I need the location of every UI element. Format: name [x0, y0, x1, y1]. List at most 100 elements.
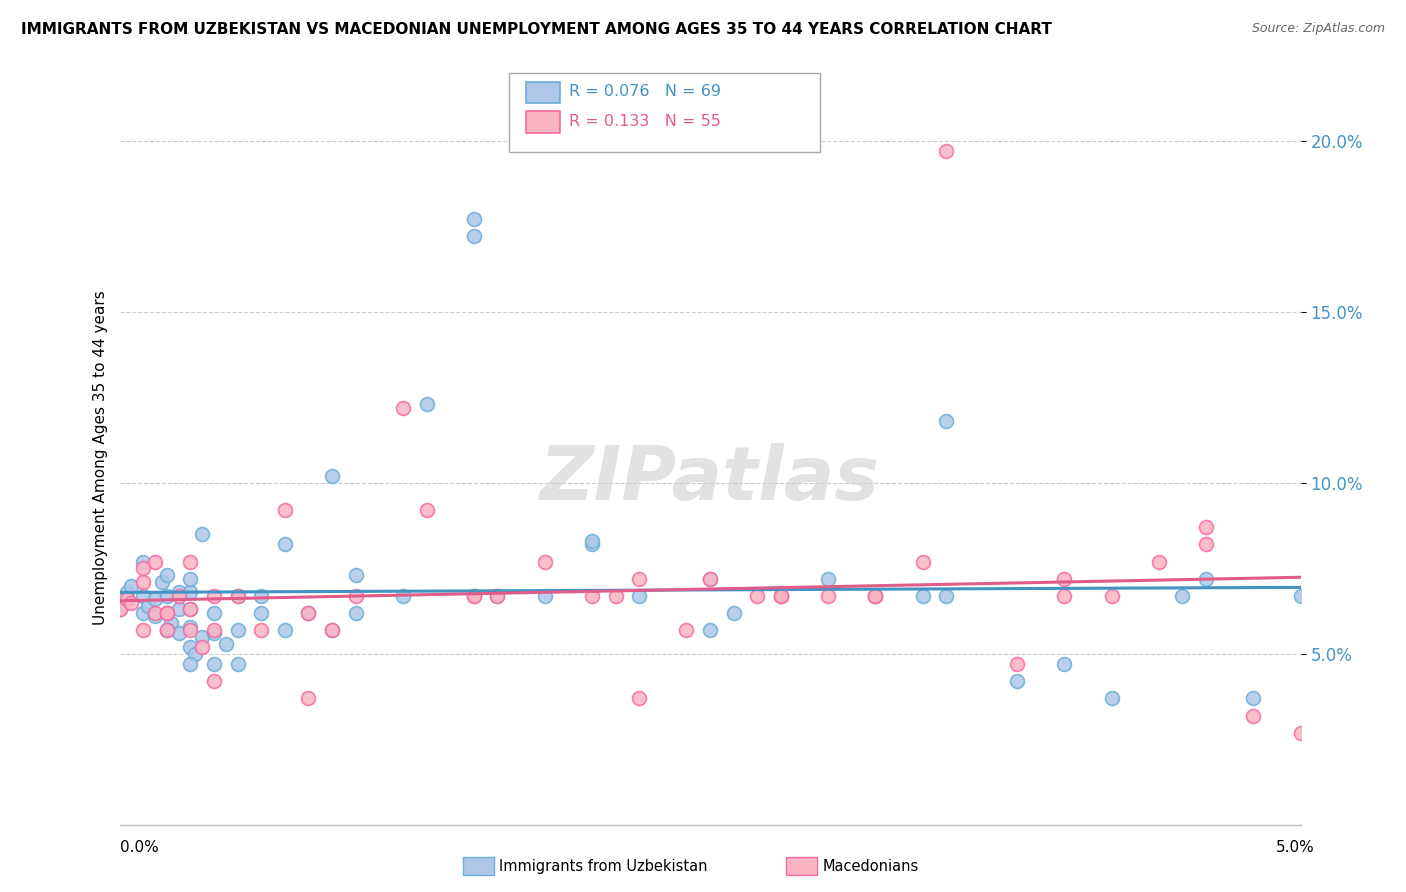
Text: R = 0.133   N = 55: R = 0.133 N = 55 [569, 114, 721, 128]
Point [156, 589, 179, 603]
Text: Immigrants from Uzbekistan: Immigrants from Uzbekistan [499, 859, 707, 873]
Point [628, 572, 651, 586]
Point [179, 585, 201, 599]
Point [1171, 589, 1194, 603]
Point [226, 623, 249, 637]
Point [817, 572, 839, 586]
Point [132, 623, 155, 637]
Point [935, 589, 957, 603]
Point [179, 555, 201, 569]
Point [132, 561, 155, 575]
Point [297, 691, 319, 706]
Point [226, 657, 249, 672]
Point [463, 589, 485, 603]
Point [274, 623, 297, 637]
Point [132, 555, 155, 569]
Point [132, 589, 155, 603]
Point [463, 589, 485, 603]
Point [911, 555, 934, 569]
Point [392, 401, 415, 415]
Point [156, 623, 179, 637]
Point [415, 397, 437, 411]
Point [1195, 537, 1218, 551]
Point [156, 623, 179, 637]
Point [191, 630, 214, 644]
Point [143, 606, 166, 620]
Text: IMMIGRANTS FROM UZBEKISTAN VS MACEDONIAN UNEMPLOYMENT AMONG AGES 35 TO 44 YEARS : IMMIGRANTS FROM UZBEKISTAN VS MACEDONIAN… [21, 22, 1052, 37]
Point [628, 589, 651, 603]
Point [817, 589, 839, 603]
Point [392, 589, 415, 603]
Point [250, 589, 273, 603]
Point [935, 414, 957, 428]
Point [167, 626, 190, 640]
Point [1101, 691, 1123, 706]
Point [699, 623, 721, 637]
Point [1053, 589, 1076, 603]
Point [344, 589, 367, 603]
Point [108, 602, 131, 616]
Point [1053, 572, 1076, 586]
Point [533, 589, 555, 603]
Point [120, 578, 142, 592]
Point [1053, 657, 1076, 672]
Point [150, 575, 173, 590]
Point [675, 623, 697, 637]
Point [463, 212, 485, 227]
Point [344, 606, 367, 620]
Y-axis label: Unemployment Among Ages 35 to 44 years: Unemployment Among Ages 35 to 44 years [93, 290, 108, 624]
Point [108, 602, 131, 616]
Point [1241, 691, 1264, 706]
Point [1005, 657, 1028, 672]
Point [865, 589, 887, 603]
Point [179, 572, 201, 586]
Point [156, 623, 179, 637]
Point [297, 606, 319, 620]
Point [202, 606, 225, 620]
Point [143, 555, 166, 569]
Point [167, 585, 190, 599]
Point [202, 589, 225, 603]
Point [156, 606, 179, 620]
Text: 0.0%: 0.0% [120, 840, 159, 855]
Point [179, 623, 201, 637]
Point [115, 585, 138, 599]
Point [184, 647, 207, 661]
Point [179, 602, 201, 616]
Point [769, 589, 792, 603]
Point [202, 626, 225, 640]
Point [1289, 589, 1312, 603]
Point [191, 640, 214, 654]
Point [321, 469, 343, 483]
Point [415, 503, 437, 517]
Point [344, 568, 367, 582]
Point [321, 623, 343, 637]
Point [865, 589, 887, 603]
Point [699, 572, 721, 586]
Point [1289, 725, 1312, 739]
Point [1101, 589, 1123, 603]
Point [179, 640, 201, 654]
Point [486, 589, 509, 603]
Text: ZIPatlas: ZIPatlas [540, 442, 880, 516]
Point [179, 657, 201, 672]
Point [1195, 572, 1218, 586]
Text: Macedonians: Macedonians [823, 859, 918, 873]
Point [911, 589, 934, 603]
Point [865, 589, 887, 603]
Text: 5.0%: 5.0% [1275, 840, 1315, 855]
Point [321, 623, 343, 637]
Point [605, 589, 627, 603]
Point [202, 623, 225, 637]
Point [120, 596, 142, 610]
Point [156, 606, 179, 620]
Point [486, 589, 509, 603]
Text: Source: ZipAtlas.com: Source: ZipAtlas.com [1251, 22, 1385, 36]
Point [250, 606, 273, 620]
Point [160, 616, 183, 631]
Point [143, 592, 166, 607]
Point [156, 568, 179, 582]
Point [297, 606, 319, 620]
Point [202, 657, 225, 672]
Point [167, 602, 190, 616]
